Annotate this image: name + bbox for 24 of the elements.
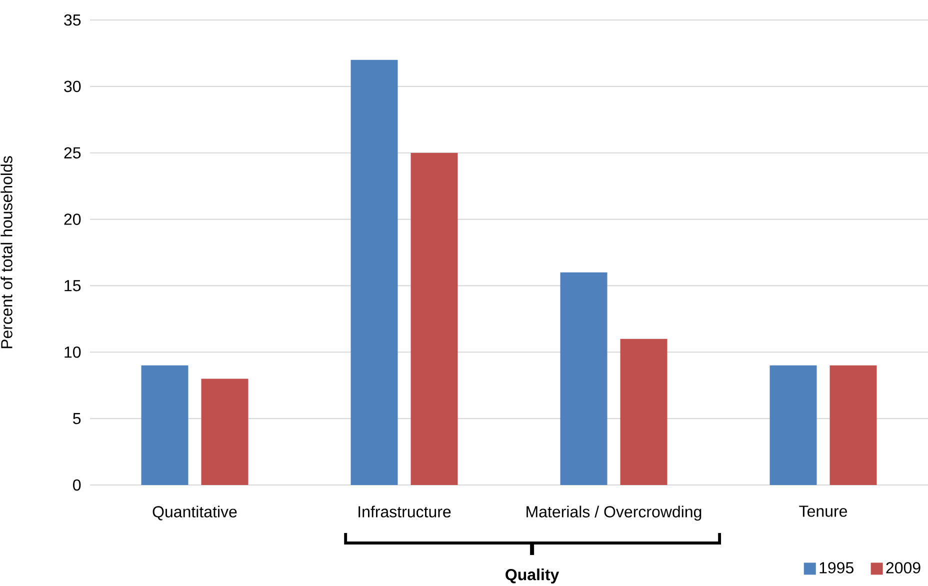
- legend-label: 1995: [820, 562, 854, 574]
- bar: [560, 272, 608, 486]
- x-tick-label: Tenure: [799, 506, 847, 517]
- bar: [620, 338, 668, 486]
- bar: [830, 365, 877, 486]
- bar: [350, 60, 398, 486]
- y-tick-label: 25: [64, 147, 81, 159]
- y-tick-label: 35: [64, 14, 81, 26]
- y-tick-label: 20: [64, 214, 81, 225]
- x-tick-label: Materials / Overcrowding: [526, 506, 702, 521]
- legend-label: 2009: [886, 562, 920, 574]
- y-tick-label: 5: [73, 413, 81, 424]
- y-tick-label: 10: [64, 346, 81, 358]
- bar: [410, 152, 458, 486]
- bar: [141, 365, 188, 486]
- bar: [770, 365, 817, 486]
- y-tick-label: 0: [73, 479, 81, 491]
- y-axis-title: Percent of total households: [0, 156, 12, 348]
- x-tick-label: Infrastructure: [358, 506, 451, 518]
- x-tick-label: Quantitative: [152, 506, 237, 520]
- bar: [201, 378, 248, 486]
- y-tick-label: 15: [64, 280, 81, 292]
- y-tick-label: 30: [64, 80, 81, 92]
- text: Quality: [506, 568, 560, 584]
